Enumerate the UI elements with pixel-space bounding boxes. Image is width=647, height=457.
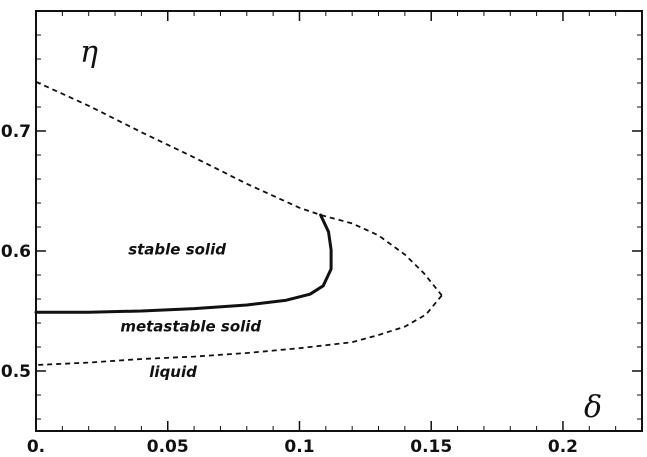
y-tick-label: 0.5	[1, 362, 31, 382]
y-axis-label: η	[80, 35, 98, 70]
y-tick-label: 0.7	[1, 122, 31, 142]
region-label: metastable solid	[120, 317, 261, 335]
region-label: stable solid	[128, 241, 226, 259]
x-tick-label: 0.2	[548, 437, 578, 457]
axis-tick-labels: 0. 0.05 0.1 0.15 0.2 0.5 0.6 0.7	[1, 122, 578, 457]
dashed-boundary-line	[35, 294, 443, 366]
dashed-boundary-line	[35, 80, 443, 296]
y-tick-label: 0.6	[1, 242, 31, 262]
x-tick-label: 0.15	[410, 437, 452, 457]
plot-frame	[35, 10, 643, 432]
region-labels: stable solid metastable solid liquid	[120, 241, 261, 381]
axis-ticks	[35, 10, 642, 431]
phase-boundary-curves	[34, 80, 443, 366]
region-label: liquid	[149, 363, 197, 381]
x-tick-label: 0.05	[147, 437, 189, 457]
solid-boundary-line	[34, 213, 333, 314]
x-tick-label: 0.	[27, 437, 45, 457]
x-axis-label: δ	[584, 390, 602, 425]
x-tick-label: 0.1	[284, 437, 314, 457]
